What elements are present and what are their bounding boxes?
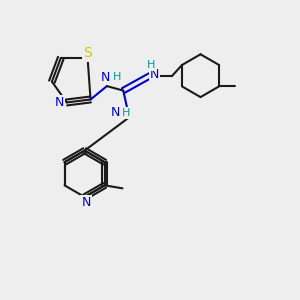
Text: S: S	[83, 46, 92, 60]
Text: H: H	[147, 60, 156, 70]
Text: H: H	[122, 108, 130, 118]
Text: N: N	[101, 71, 110, 84]
Text: N: N	[150, 68, 159, 81]
Text: N: N	[111, 106, 121, 119]
Text: H: H	[113, 72, 122, 82]
Text: N: N	[81, 196, 91, 209]
Text: N: N	[55, 96, 64, 109]
